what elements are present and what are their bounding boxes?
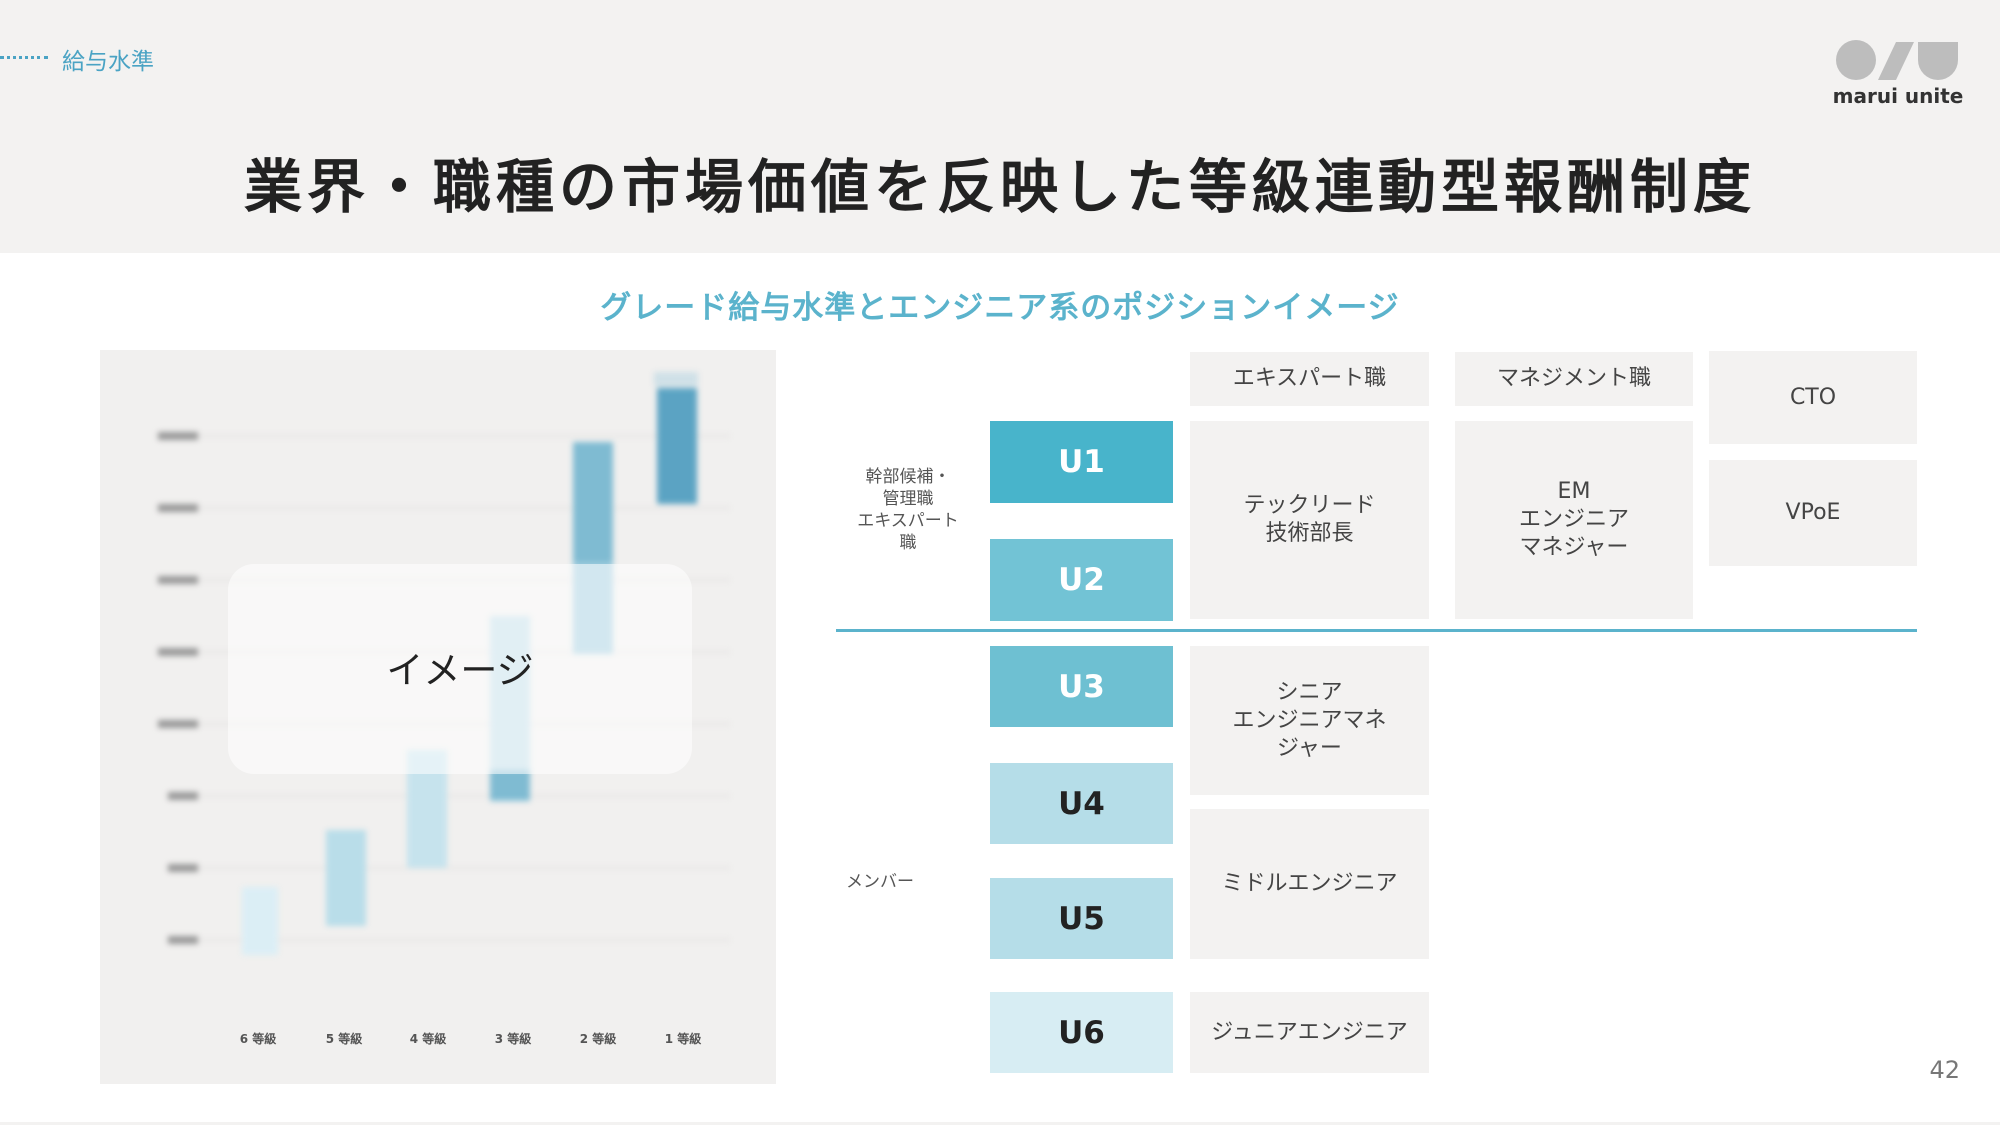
- vpoe-cell: VPoE: [1709, 460, 1917, 566]
- axis-ticks: [158, 432, 198, 944]
- grade-axis-label: 5 等級: [325, 1032, 363, 1046]
- group-label-upper: 幹部候補・ 管理職 エキスパート 職: [857, 467, 959, 553]
- image-overlay-label: イメージ: [386, 649, 534, 692]
- section-label: 給与水準: [62, 49, 154, 75]
- grade-u4: U4: [990, 763, 1173, 844]
- cto-cell: CTO: [1709, 351, 1917, 444]
- brand-logo-icon: [1836, 40, 1958, 80]
- grade-divider-line: [836, 629, 1917, 632]
- grade-axis-label: 3 等級: [494, 1032, 532, 1046]
- page-title: 業界・職種の市場価値を反映した等級連動型報酬制度: [243, 153, 1756, 221]
- expert-track-header: エキスパート職: [1190, 352, 1429, 406]
- brand-wordmark: marui unite: [1832, 84, 1964, 108]
- slide-subtitle: グレード給与水準とエンジニア系のポジションイメージ: [600, 290, 1400, 326]
- grade-axis-label: 1 等級: [664, 1032, 702, 1046]
- grade-u3: U3: [990, 646, 1173, 727]
- grade-axis-label: 6 等級: [239, 1032, 277, 1046]
- grade-u1: U1: [990, 421, 1173, 503]
- grade-axis-label: 4 等級: [409, 1032, 447, 1046]
- senior-cell: シニア エンジニアマネ ジャー: [1190, 646, 1429, 795]
- grade-u2: U2: [990, 539, 1173, 621]
- image-overlay-card: [228, 564, 692, 774]
- grade-axis-label: 2 等級: [579, 1032, 617, 1046]
- em-cell: EM エンジニア マネジャー: [1455, 421, 1693, 619]
- footer-line: [0, 1122, 2000, 1125]
- image-chart-panel: イメージ 6 等級 5 等級 4 等級 3 等級 2 等級 1 等級: [100, 350, 776, 1084]
- tech-lead-cell: テックリード 技術部長: [1190, 421, 1429, 619]
- middle-engineer-cell: ミドルエンジニア: [1190, 809, 1429, 959]
- grade-u5: U5: [990, 878, 1173, 959]
- page-number: 42: [1929, 1056, 1960, 1084]
- management-track-header: マネジメント職: [1455, 352, 1693, 406]
- junior-engineer-cell: ジュニアエンジニア: [1190, 992, 1429, 1073]
- group-label-lower: メンバー: [846, 872, 914, 892]
- grade-u6: U6: [990, 992, 1173, 1073]
- header-band: [0, 0, 2000, 253]
- section-dots: [0, 56, 48, 59]
